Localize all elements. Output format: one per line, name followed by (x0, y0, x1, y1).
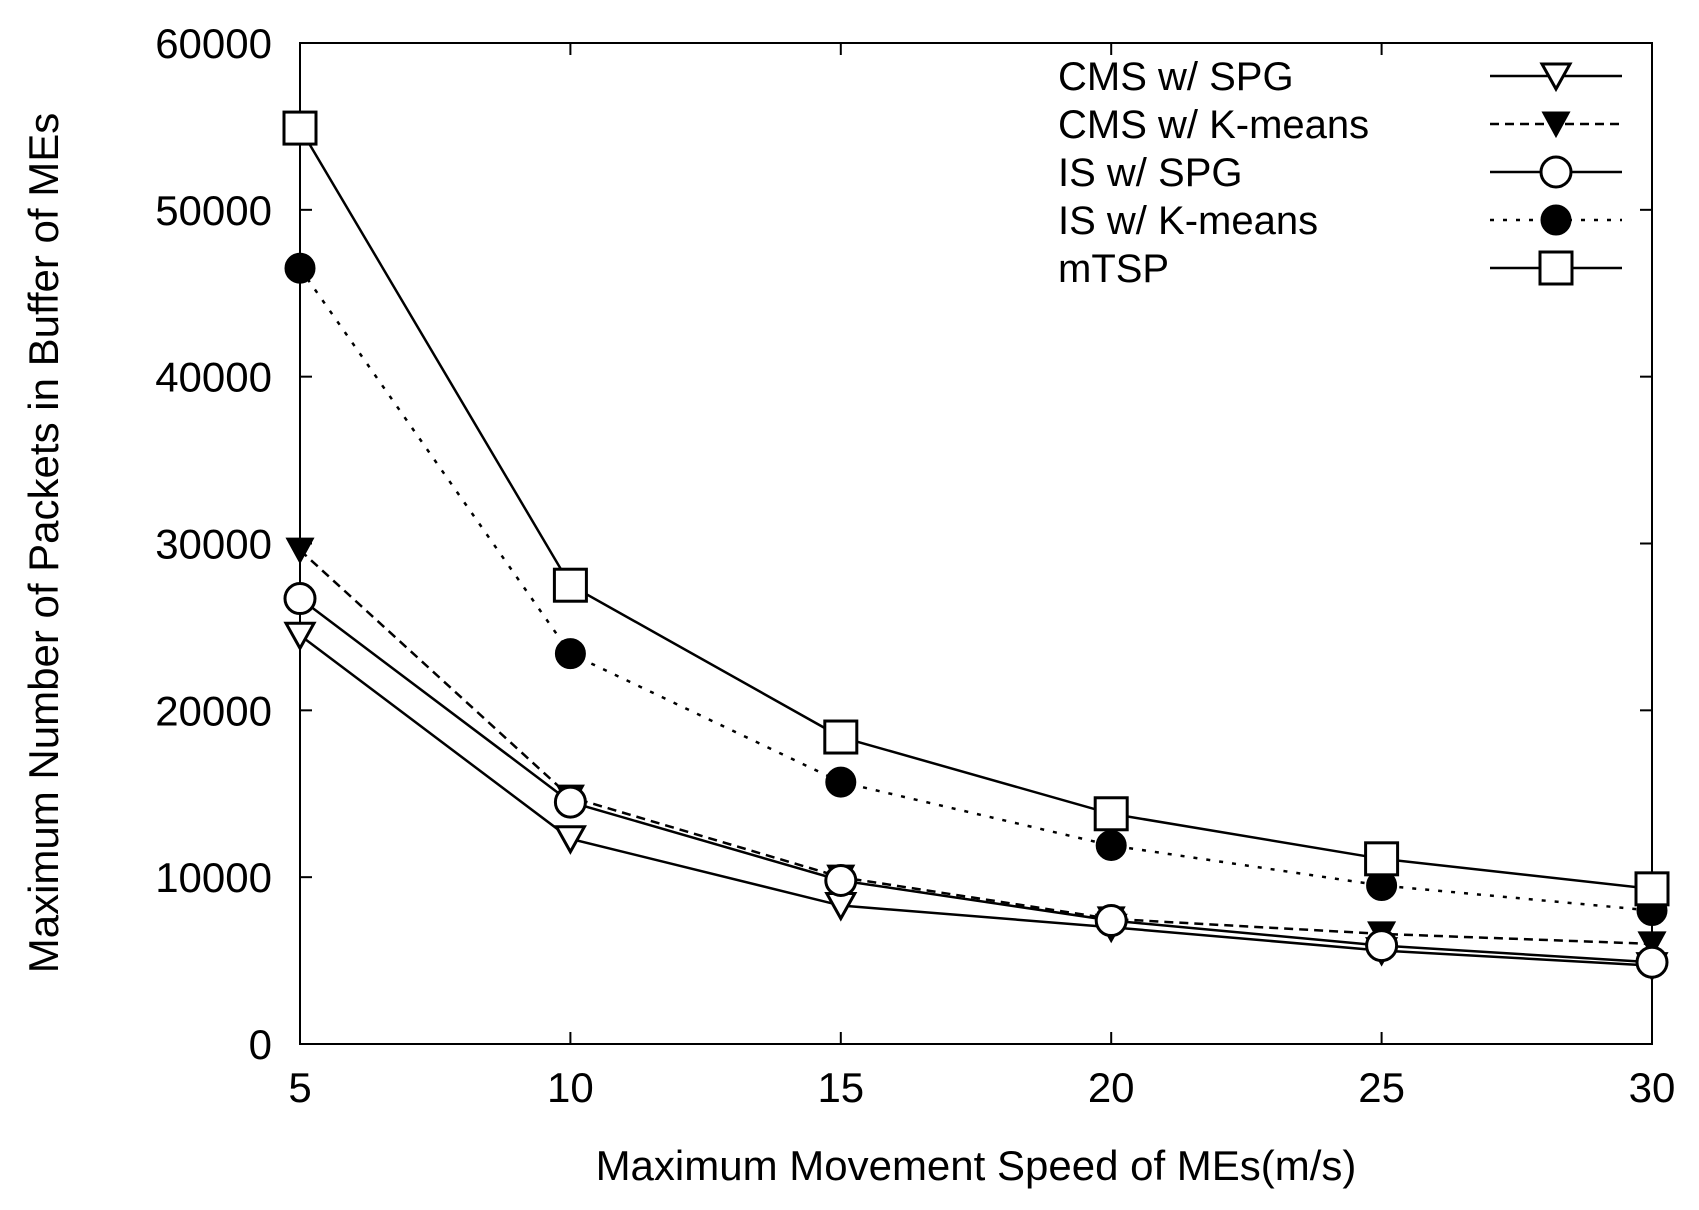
legend-marker (1541, 111, 1571, 139)
data-point (823, 719, 859, 755)
legend-marker (1540, 204, 1572, 236)
series-line (299, 549, 1653, 946)
x-tick-label: 20 (1088, 1064, 1135, 1111)
plot-frame (299, 42, 1653, 1045)
data-point (1635, 945, 1669, 979)
x-tick-label: 5 (288, 1064, 311, 1111)
series-line (298, 127, 1653, 891)
y-tick-label: 30000 (155, 521, 272, 568)
y-tick-label: 0 (249, 1021, 272, 1068)
legend-marker (1539, 155, 1573, 189)
series-line (298, 267, 1653, 912)
y-tick-label: 40000 (155, 354, 272, 401)
data-point (824, 864, 858, 898)
data-point (1095, 829, 1127, 861)
data-point (1365, 929, 1399, 963)
legend-label: IS w/ K-means (1058, 199, 1318, 243)
legend-label: CMS w/ SPG (1058, 55, 1294, 99)
data-point (553, 785, 587, 819)
legend-label: mTSP (1058, 247, 1169, 291)
data-point (283, 582, 317, 616)
x-axis-title: Maximum Movement Speed of MEs(m/s) (596, 1142, 1357, 1189)
series-line (299, 634, 1653, 967)
x-tick-label: 15 (817, 1064, 864, 1111)
data-point (554, 638, 586, 670)
legend-marker (1538, 250, 1574, 286)
data-point (825, 766, 857, 798)
data-point (1093, 796, 1129, 832)
y-axis-title: Maximum Number of Packets in Buffer of M… (20, 113, 67, 974)
series-lines (298, 127, 1653, 967)
series-markers (282, 110, 1670, 982)
x-tick-label: 10 (547, 1064, 594, 1111)
y-tick-label: 50000 (155, 187, 272, 234)
data-point (284, 252, 316, 284)
y-tick-label: 10000 (155, 854, 272, 901)
y-tick-label: 60000 (155, 20, 272, 67)
legend-label: IS w/ SPG (1058, 151, 1243, 195)
data-point (1094, 904, 1128, 938)
data-point (1637, 931, 1667, 959)
series-line (299, 597, 1653, 964)
data-point (283, 621, 317, 652)
x-tick-label: 25 (1358, 1064, 1405, 1111)
legend-label: CMS w/ K-means (1058, 103, 1369, 147)
data-point (1364, 841, 1400, 877)
x-tick-label: 30 (1629, 1064, 1676, 1111)
data-point (553, 825, 587, 855)
data-point (1634, 871, 1670, 907)
data-point (282, 110, 318, 146)
y-axis: 0 10000 20000 30000 40000 50000 60000 (155, 20, 1652, 1068)
data-point (552, 567, 588, 603)
x-axis: 5 10 15 20 25 30 (288, 43, 1675, 1111)
legend-marker (1539, 62, 1573, 93)
y-tick-label: 20000 (155, 687, 272, 734)
data-point (285, 537, 315, 565)
